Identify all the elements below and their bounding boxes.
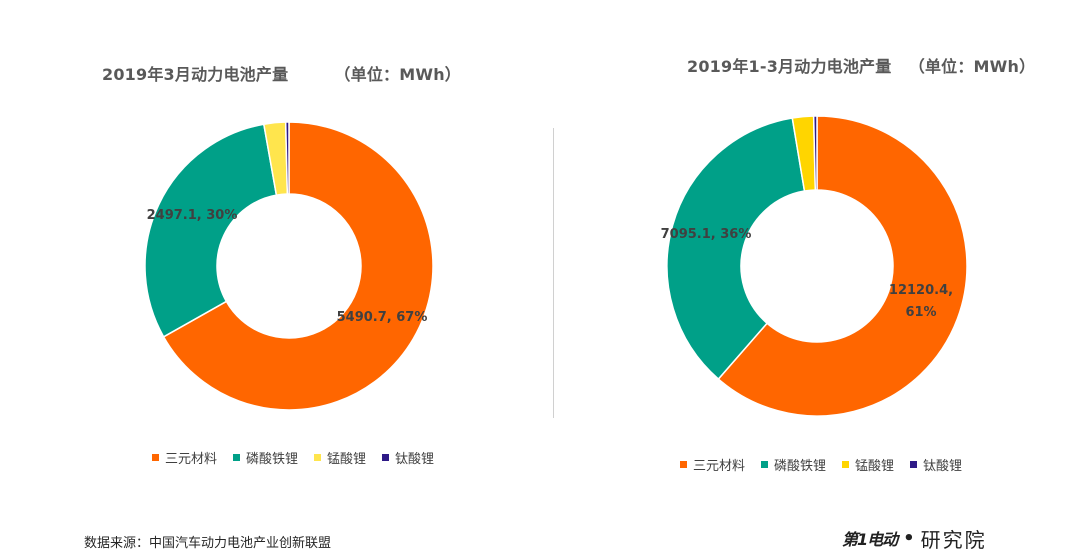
- legend-swatch: [842, 461, 850, 468]
- data-label: 7095.1, 36%: [661, 227, 752, 242]
- legend-label: 三元材料: [165, 452, 218, 467]
- legend-swatch: [382, 454, 390, 461]
- legend-item: 磷酸铁锂: [233, 448, 298, 467]
- data-label: 12120.4, 61%: [889, 283, 953, 320]
- legend-label: 磷酸铁锂: [246, 452, 299, 467]
- donut-slice-3: [812, 115, 818, 191]
- legend-swatch: [233, 454, 241, 461]
- legend-swatch: [680, 461, 687, 468]
- legend-label: 锰酸锂: [327, 452, 367, 467]
- data-label: 5490.7, 67%: [337, 310, 428, 325]
- donut-slice-3: [284, 121, 290, 195]
- legend-swatch: [152, 454, 159, 461]
- legend-swatch: [314, 454, 322, 461]
- legend-item: 钛酸锂: [910, 455, 962, 474]
- donut-slice-0: [162, 121, 434, 411]
- legend-label: 钛酸锂: [395, 452, 435, 467]
- donut-slice-1: [666, 117, 806, 381]
- legend-item: 钛酸锂: [382, 448, 434, 467]
- donut-slice-1: [144, 123, 278, 338]
- legend-item: 锰酸锂: [314, 448, 366, 467]
- data-label: 2497.1, 30%: [147, 208, 238, 223]
- chart-title-left: 2019年3月动力电池产量 （单位：MWh）: [102, 65, 461, 84]
- logo-text: 研究院: [920, 527, 987, 552]
- logo-dot: •: [903, 527, 915, 549]
- data-source-note: 数据来源：中国汽车动力电池产业创新联盟: [84, 536, 332, 551]
- legend-swatch: [761, 461, 769, 468]
- legend-label: 磷酸铁锂: [774, 459, 827, 474]
- legend-left: 三元材料 磷酸铁锂 锰酸锂 钛酸锂: [152, 448, 450, 467]
- legend-right: 三元材料 磷酸铁锂 锰酸锂 钛酸锂: [680, 455, 978, 474]
- legend-label: 三元材料: [693, 459, 746, 474]
- legend-item: 磷酸铁锂: [761, 455, 826, 474]
- legend-item: 锰酸锂: [842, 455, 894, 474]
- legend-label: 锰酸锂: [855, 459, 895, 474]
- legend-swatch: [910, 461, 918, 468]
- chart-title-right: 2019年1-3月动力电池产量 （单位：MWh）: [687, 57, 1036, 76]
- legend-item: 三元材料: [680, 455, 745, 474]
- legend-item: 三元材料: [152, 448, 217, 467]
- donut-slice-0: [717, 115, 968, 417]
- divider: [553, 128, 554, 418]
- logo-mark: 第1电动: [842, 530, 898, 549]
- legend-label: 钛酸锂: [923, 459, 963, 474]
- brand-logo: 第1电动 • 研究院: [842, 527, 1062, 552]
